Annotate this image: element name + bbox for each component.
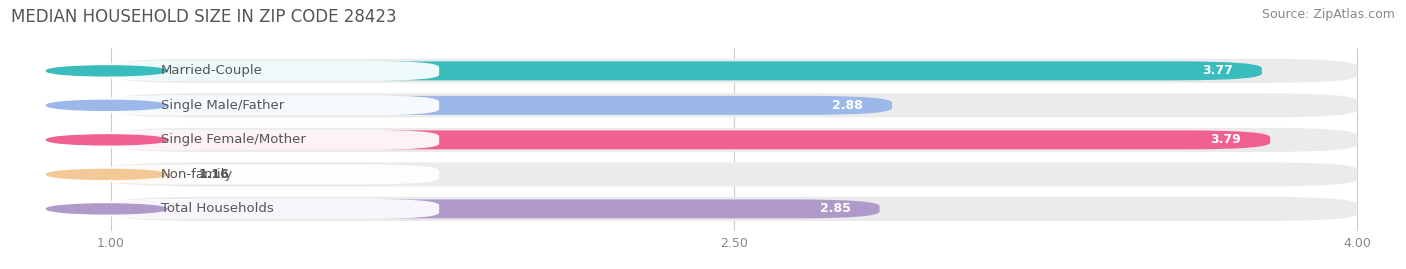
FancyBboxPatch shape <box>111 93 1357 118</box>
Text: Source: ZipAtlas.com: Source: ZipAtlas.com <box>1261 8 1395 21</box>
Circle shape <box>46 66 167 76</box>
Circle shape <box>46 135 167 145</box>
Text: Married-Couple: Married-Couple <box>160 64 263 77</box>
FancyBboxPatch shape <box>98 95 439 115</box>
Text: Single Female/Mother: Single Female/Mother <box>160 133 305 146</box>
FancyBboxPatch shape <box>111 197 1357 221</box>
Text: 2.85: 2.85 <box>820 202 851 215</box>
FancyBboxPatch shape <box>98 164 439 184</box>
Text: MEDIAN HOUSEHOLD SIZE IN ZIP CODE 28423: MEDIAN HOUSEHOLD SIZE IN ZIP CODE 28423 <box>11 8 396 26</box>
FancyBboxPatch shape <box>98 199 439 219</box>
FancyBboxPatch shape <box>111 130 1270 149</box>
FancyBboxPatch shape <box>94 165 194 184</box>
Circle shape <box>46 169 167 179</box>
Circle shape <box>46 100 167 110</box>
Text: 2.88: 2.88 <box>832 99 863 112</box>
Text: 3.79: 3.79 <box>1211 133 1241 146</box>
Text: Total Households: Total Households <box>160 202 274 215</box>
FancyBboxPatch shape <box>111 128 1357 152</box>
Text: Non-family: Non-family <box>160 168 233 181</box>
Circle shape <box>46 204 167 214</box>
FancyBboxPatch shape <box>111 162 1357 186</box>
FancyBboxPatch shape <box>111 96 891 115</box>
FancyBboxPatch shape <box>98 61 439 81</box>
FancyBboxPatch shape <box>111 61 1261 80</box>
Text: 1.16: 1.16 <box>198 168 229 181</box>
FancyBboxPatch shape <box>111 199 880 218</box>
Text: Single Male/Father: Single Male/Father <box>160 99 284 112</box>
FancyBboxPatch shape <box>111 59 1357 83</box>
FancyBboxPatch shape <box>98 130 439 150</box>
Text: 3.77: 3.77 <box>1202 64 1233 77</box>
